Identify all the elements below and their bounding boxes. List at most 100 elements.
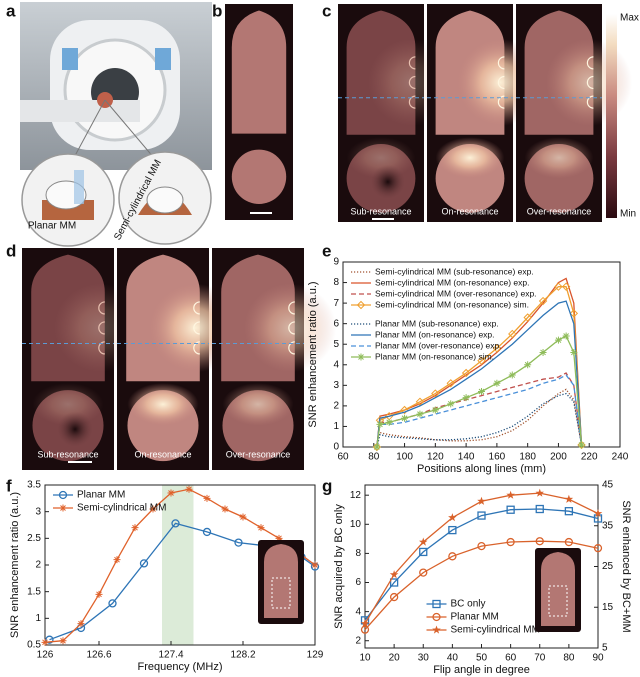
signal-glow — [127, 382, 199, 426]
resonator-arc — [497, 56, 505, 70]
resonator-arc — [193, 321, 200, 335]
marker — [539, 348, 547, 356]
y-tick-label: 8 — [355, 548, 361, 559]
marker — [185, 485, 193, 493]
mri-image — [225, 4, 293, 220]
colorbar — [606, 14, 617, 218]
signal-glow — [346, 137, 416, 179]
marker — [419, 537, 428, 546]
marker — [389, 570, 399, 579]
marker — [139, 559, 149, 568]
marker — [506, 537, 515, 547]
marker — [478, 388, 485, 395]
y-tick-label: 4 — [333, 359, 339, 370]
y-tick-label: 2.5 — [27, 533, 41, 544]
legend-label: Semi-cylindrical MM (on-resonance) sim. — [375, 299, 529, 309]
marker — [477, 511, 486, 520]
marker — [419, 568, 428, 577]
x-tick-label: 129 — [307, 650, 324, 661]
condition-label: On-resonance — [441, 206, 498, 216]
inset-roi — [271, 577, 291, 609]
plot-frame — [342, 261, 621, 448]
marker — [373, 443, 381, 451]
legend-marker — [432, 625, 441, 634]
marker — [506, 505, 515, 514]
marker — [448, 525, 457, 535]
marker — [77, 620, 85, 628]
phantom-disk — [231, 149, 287, 204]
marker — [416, 410, 424, 418]
marker — [167, 489, 175, 497]
marker — [448, 552, 457, 561]
resonator-arc — [586, 75, 594, 90]
legend-label: Semi-cylindrical MM (sub-resonance) exp. — [375, 266, 534, 276]
x-tick-label: 126 — [37, 650, 54, 661]
panel-label: f — [6, 476, 12, 495]
marker — [538, 296, 548, 306]
y-axis-label: SNR enhancement ratio (a.u.) — [307, 281, 319, 427]
series-line — [376, 392, 583, 448]
marker — [113, 556, 121, 564]
y-tick-label: 6 — [355, 577, 361, 588]
y2-axis-label: SNR enhanced by BC+MM — [620, 500, 632, 632]
signal-void — [370, 164, 406, 200]
marker — [578, 441, 586, 449]
colorbar-min: Min — [620, 209, 636, 220]
marker — [45, 635, 54, 644]
x-tick-label: 160 — [489, 452, 506, 463]
legend-marker — [432, 599, 441, 609]
y-tick-label: 3.5 — [27, 480, 41, 491]
x-tick-label: 20 — [389, 653, 401, 664]
highlight-band — [162, 485, 194, 645]
marker — [561, 282, 571, 291]
marker — [203, 494, 211, 502]
marker — [221, 505, 229, 513]
x-tick-label: 220 — [581, 452, 598, 463]
marker — [508, 329, 517, 339]
panel-label: d — [6, 241, 16, 260]
resonator-arc — [586, 56, 594, 70]
x-tick-label: 60 — [337, 452, 349, 463]
resonator-arc — [408, 56, 416, 70]
marker — [461, 368, 471, 378]
marker — [554, 282, 563, 291]
legend-marker — [357, 353, 365, 361]
y-axis-label: SNR acquired by BC only — [333, 504, 345, 629]
legend-label: Semi-cylindrical MM — [77, 503, 166, 514]
marker — [95, 590, 103, 598]
marker — [569, 309, 579, 318]
y-tick-label: 2 — [333, 401, 339, 412]
y-axis-label: SNR enhancement ratio (a.u.) — [9, 492, 21, 638]
series-line — [376, 374, 583, 448]
legend-marker — [356, 300, 366, 310]
y2-tick-label: 45 — [602, 480, 614, 491]
x-tick-label: 180 — [519, 452, 536, 463]
condition-label: Sub-resonance — [37, 449, 98, 459]
y-tick-label: 8 — [333, 277, 339, 288]
x-tick-label: 120 — [427, 452, 444, 463]
marker — [149, 505, 157, 513]
y2-tick-label: 15 — [602, 602, 614, 613]
marker — [562, 332, 570, 340]
x-tick-label: 70 — [534, 653, 546, 664]
x-tick-label: 90 — [592, 653, 604, 664]
y2-tick-label: 25 — [602, 561, 614, 572]
marker — [171, 519, 180, 528]
legend-label: Planar MM (over-resonance) exp. — [375, 340, 502, 350]
resonator-arc — [497, 95, 505, 109]
marker — [564, 537, 574, 547]
marker — [202, 527, 212, 537]
x-tick-label: 128.2 — [230, 650, 255, 661]
marker — [419, 547, 428, 557]
y-tick-label: 10 — [350, 519, 362, 530]
marker — [108, 599, 117, 608]
x-axis-label: Frequency (MHz) — [138, 661, 223, 673]
marker — [506, 490, 515, 499]
y-tick-label: 0 — [333, 442, 339, 453]
series-line — [364, 540, 599, 631]
y-tick-label: 5 — [333, 339, 339, 350]
legend-label: Planar MM (sub-resonance) exp. — [375, 318, 499, 328]
y-tick-label: 6 — [333, 318, 339, 329]
y-tick-label: 7 — [333, 298, 339, 309]
x-tick-label: 50 — [476, 653, 488, 664]
